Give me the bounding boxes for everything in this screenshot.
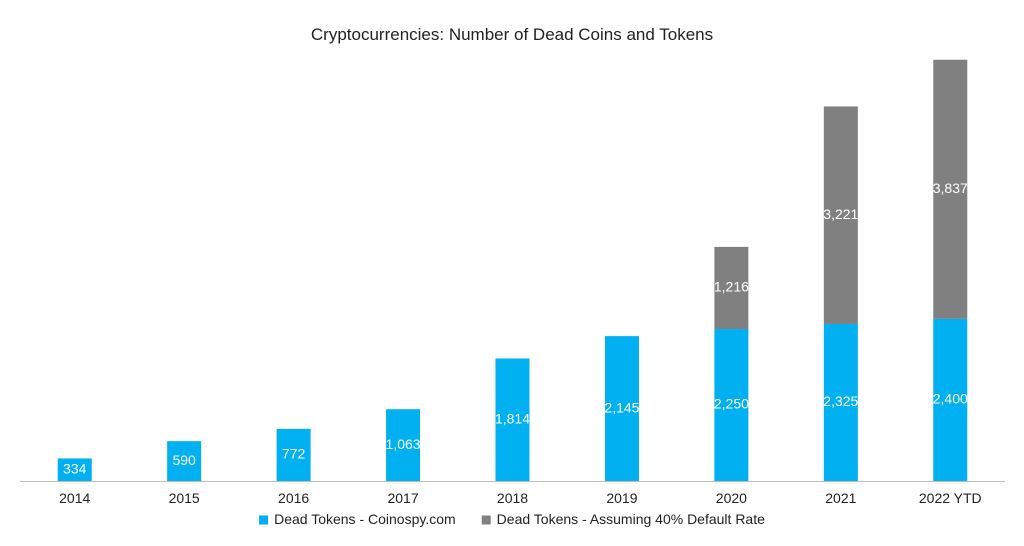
legend-item-series-1: Dead Tokens - Coinospy.com <box>259 511 456 527</box>
data-label-series-2-2022-ytd: 3,837 <box>933 180 968 196</box>
data-label-series-1-2022-ytd: 2,400 <box>933 391 968 407</box>
bar-series-1-2017 <box>386 409 421 481</box>
legend-label: Dead Tokens - Assuming 40% Default Rate <box>497 511 765 527</box>
bar-series-1-2019 <box>604 336 639 481</box>
bar-series-1-2014 <box>57 458 92 481</box>
data-label-series-2-2021: 3,221 <box>823 206 858 222</box>
legend-item-series-2: Dead Tokens - Assuming 40% Default Rate <box>481 511 765 527</box>
x-tick-label: 2017 <box>387 490 418 506</box>
x-tick-label: 2020 <box>716 490 747 506</box>
data-label-series-1-2018: 1,814 <box>495 410 530 426</box>
bar-series-1-2018 <box>495 358 530 481</box>
legend-swatch <box>259 515 269 525</box>
data-label-series-1-2021: 2,325 <box>823 393 858 409</box>
data-label-series-1-2017: 1,063 <box>386 436 421 452</box>
bar-series-2-2021 <box>823 106 858 324</box>
data-label-series-1-2020: 2,250 <box>714 396 749 412</box>
legend-label: Dead Tokens - Coinospy.com <box>274 511 456 527</box>
data-label-series-1-2015: 590 <box>172 452 196 468</box>
bar-series-1-2016 <box>276 428 311 481</box>
bar-series-1-2022-ytd <box>933 318 968 481</box>
x-tick-label: 2016 <box>278 490 309 506</box>
x-tick-label: 2014 <box>59 490 90 506</box>
bar-series-1-2021 <box>823 323 858 481</box>
bar-series-1-2020 <box>714 329 749 481</box>
bar-series-2-2022-ytd <box>933 59 968 319</box>
x-tick-label: 2022 YTD <box>919 490 982 506</box>
data-label-series-2-2020: 1,216 <box>714 279 749 295</box>
data-label-series-1-2016: 772 <box>282 446 306 462</box>
chart-title: Cryptocurrencies: Number of Dead Coins a… <box>310 25 714 44</box>
bar-series-1-2015 <box>167 441 202 481</box>
data-label-series-1-2019: 2,145 <box>604 399 639 415</box>
x-tick-label: 2018 <box>497 490 528 506</box>
bar-series-2-2020 <box>714 246 749 330</box>
x-tick-label: 2015 <box>169 490 200 506</box>
x-tick-label: 2021 <box>825 490 856 506</box>
x-tick-label: 2019 <box>606 490 637 506</box>
legend-swatch <box>481 515 491 525</box>
data-label-series-1-2014: 334 <box>63 460 87 476</box>
